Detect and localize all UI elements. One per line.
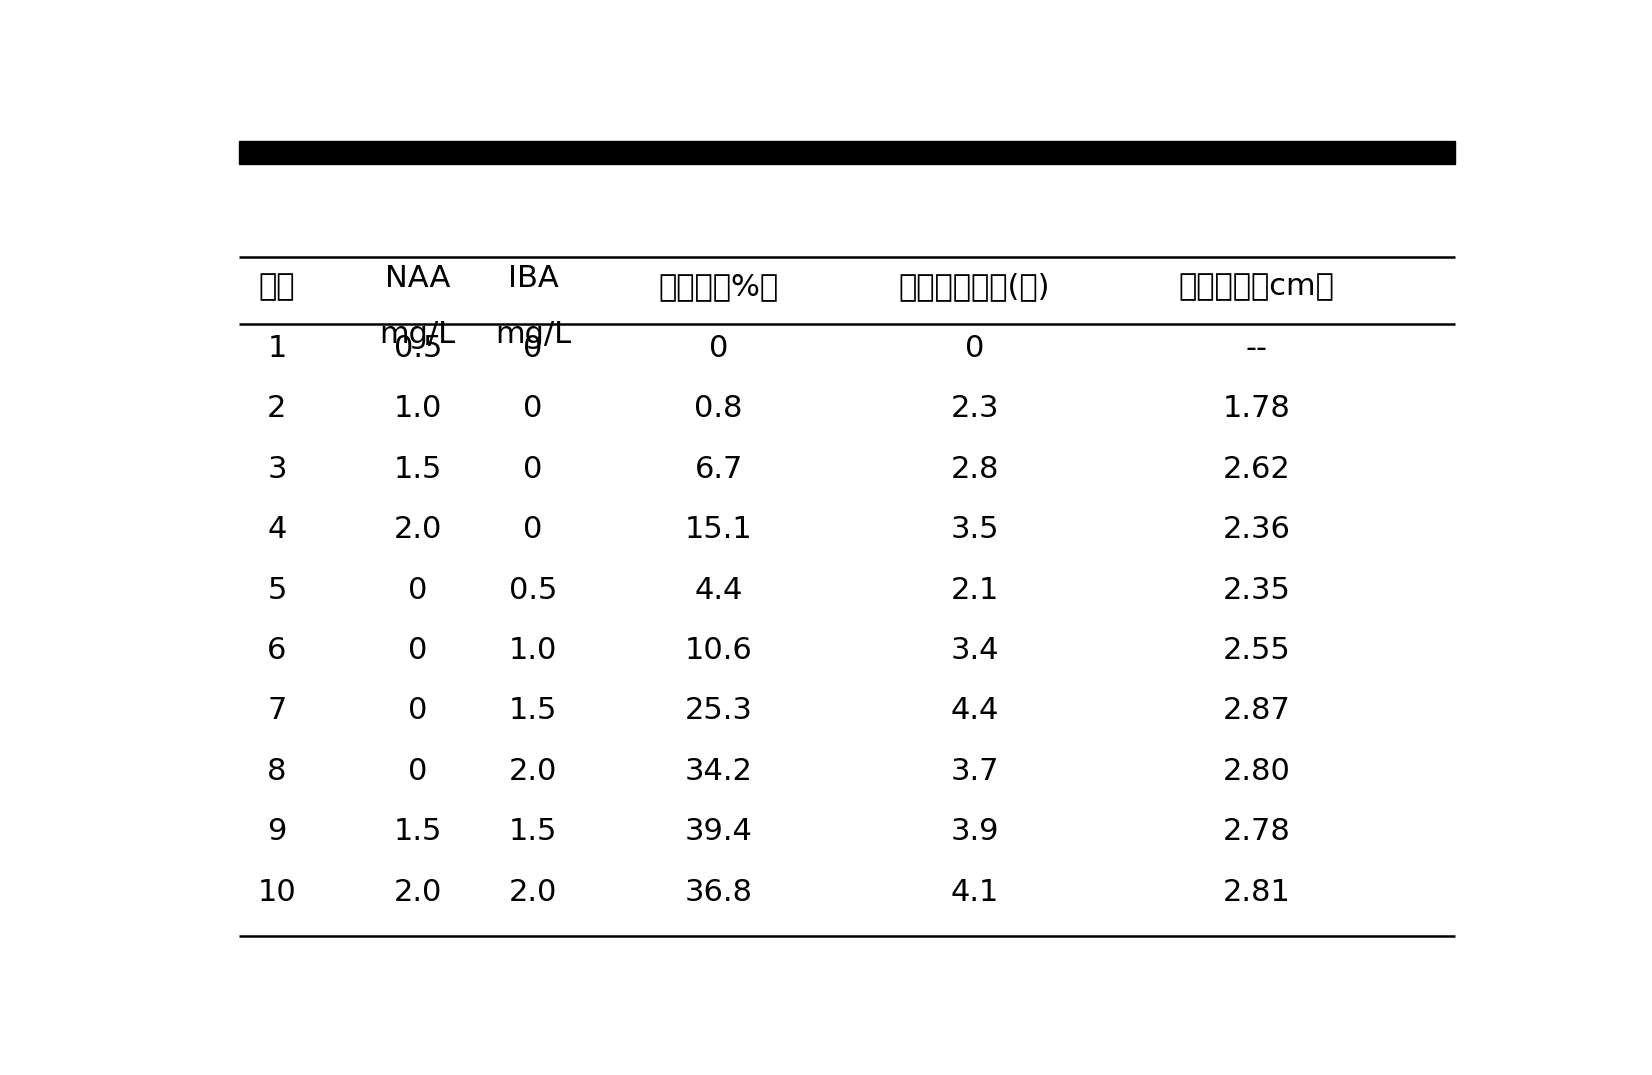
Text: 4.4: 4.4 [694, 575, 743, 604]
Text: IBA: IBA [507, 264, 558, 292]
Bar [238, 141, 1455, 163]
Text: 2.80: 2.80 [1222, 757, 1290, 786]
Text: 0.8: 0.8 [694, 395, 743, 424]
Text: 1.5: 1.5 [509, 697, 557, 726]
Text: 2.78: 2.78 [1222, 817, 1290, 846]
Text: 2.87: 2.87 [1222, 697, 1290, 726]
Text: 0: 0 [524, 455, 542, 484]
Text: 1.5: 1.5 [509, 817, 557, 846]
Text: 1: 1 [268, 334, 286, 363]
Text: 0.5: 0.5 [393, 334, 443, 363]
Text: 0: 0 [408, 757, 428, 786]
Text: 2: 2 [268, 395, 286, 424]
Text: 0: 0 [408, 636, 428, 665]
Text: 2.0: 2.0 [509, 757, 557, 786]
Text: 3.9: 3.9 [950, 817, 999, 846]
Text: 2.0: 2.0 [393, 515, 443, 544]
Text: 2.0: 2.0 [509, 877, 557, 906]
Text: 3.5: 3.5 [950, 515, 999, 544]
Text: 6: 6 [268, 636, 286, 665]
Text: 0: 0 [408, 697, 428, 726]
Text: 0: 0 [709, 334, 729, 363]
Text: 5: 5 [268, 575, 286, 604]
Text: 1.0: 1.0 [509, 636, 557, 665]
Text: mg/L: mg/L [380, 320, 456, 349]
Text: 36.8: 36.8 [684, 877, 753, 906]
Text: 10.6: 10.6 [684, 636, 753, 665]
Text: 平均根长（cm）: 平均根长（cm） [1178, 272, 1335, 301]
Text: mg/L: mg/L [496, 320, 572, 349]
Text: 1.5: 1.5 [393, 455, 443, 484]
Text: 8: 8 [268, 757, 287, 786]
Text: 3.4: 3.4 [950, 636, 999, 665]
Text: 4.1: 4.1 [950, 877, 999, 906]
Text: 25.3: 25.3 [684, 697, 753, 726]
Text: 34.2: 34.2 [684, 757, 753, 786]
Text: 0: 0 [524, 515, 542, 544]
Text: 4.4: 4.4 [950, 697, 999, 726]
Text: 15.1: 15.1 [684, 515, 753, 544]
Text: 生根率（%）: 生根率（%） [659, 272, 778, 301]
Text: 1.0: 1.0 [393, 395, 443, 424]
Text: 2.81: 2.81 [1222, 877, 1290, 906]
Text: 3: 3 [268, 455, 287, 484]
Text: 2.3: 2.3 [950, 395, 999, 424]
Text: 9: 9 [268, 817, 286, 846]
Text: 2.8: 2.8 [950, 455, 999, 484]
Text: 0: 0 [965, 334, 985, 363]
Text: 2.1: 2.1 [950, 575, 999, 604]
Text: 4: 4 [268, 515, 286, 544]
Text: 2.35: 2.35 [1222, 575, 1290, 604]
Text: 处理: 处理 [259, 272, 296, 301]
Text: 0.5: 0.5 [509, 575, 557, 604]
Text: 3.7: 3.7 [950, 757, 999, 786]
Text: 1.5: 1.5 [393, 817, 443, 846]
Text: 1.78: 1.78 [1222, 395, 1290, 424]
Text: NAA: NAA [385, 264, 451, 292]
Text: 2.62: 2.62 [1222, 455, 1290, 484]
Text: --: -- [1246, 334, 1267, 363]
Text: 0: 0 [408, 575, 428, 604]
Text: 2.0: 2.0 [393, 877, 443, 906]
Text: 2.55: 2.55 [1222, 636, 1290, 665]
Text: 7: 7 [268, 697, 286, 726]
Text: 2.36: 2.36 [1222, 515, 1290, 544]
Text: 平均生根条数(条): 平均生根条数(条) [899, 272, 1051, 301]
Text: 0: 0 [524, 395, 542, 424]
Text: 6.7: 6.7 [694, 455, 743, 484]
Text: 39.4: 39.4 [684, 817, 753, 846]
Text: 10: 10 [258, 877, 296, 906]
Text: 0: 0 [524, 334, 542, 363]
